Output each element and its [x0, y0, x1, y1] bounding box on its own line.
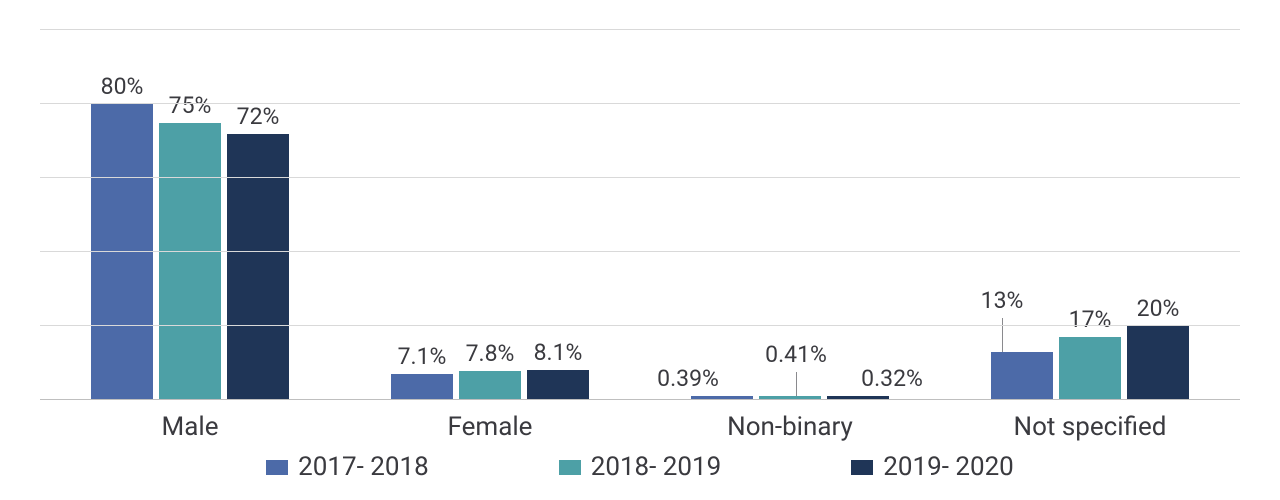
legend-label: 2019- 2020	[883, 452, 1014, 482]
bar-value-label: 80%	[101, 73, 144, 104]
bar: 7.8%	[459, 371, 521, 400]
category-label: Female	[448, 400, 533, 442]
legend-swatch	[559, 460, 581, 475]
bar-value-label: 0.32%	[861, 365, 923, 396]
bar-value-label: 7.1%	[398, 343, 447, 374]
bar-group: 80%75%72%Male	[40, 30, 340, 400]
legend-label: 2018- 2019	[591, 452, 722, 482]
bars: 0.39%0.41%0.32%	[691, 30, 889, 400]
gridline	[40, 177, 1240, 178]
bar-value-label: 75%	[169, 92, 212, 123]
label-leader-line	[1002, 318, 1003, 352]
bars: 7.1%7.8%8.1%	[391, 30, 589, 400]
bars: 13%17%20%	[991, 30, 1189, 400]
bar: 7.1%	[391, 374, 453, 400]
legend-swatch	[851, 460, 873, 475]
bar-value-label: 8.1%	[534, 339, 583, 370]
legend-swatch	[266, 460, 288, 475]
bar: 8.1%	[527, 370, 589, 400]
bar-group: 7.1%7.8%8.1%Female	[340, 30, 640, 400]
bar-groups-container: 80%75%72%Male7.1%7.8%8.1%Female0.39%0.41…	[40, 30, 1240, 400]
bar: 75%	[159, 123, 221, 401]
legend-item: 2017- 2018	[266, 452, 429, 482]
bar-value-label: 7.8%	[466, 340, 515, 371]
bar: 72%	[227, 134, 289, 400]
bar-value-label: 20%	[1137, 295, 1180, 326]
bar-group: 13%17%20%Not specified	[940, 30, 1240, 400]
grouped-bar-chart: 80%75%72%Male7.1%7.8%8.1%Female0.39%0.41…	[0, 0, 1280, 500]
legend-item: 2019- 2020	[851, 452, 1014, 482]
gridline	[40, 251, 1240, 252]
gridline	[40, 29, 1240, 30]
bars: 80%75%72%	[91, 30, 289, 400]
category-label: Not specified	[1014, 400, 1167, 442]
category-label: Non-binary	[727, 400, 853, 442]
bar: 17%	[1059, 337, 1121, 400]
legend: 2017- 2018 2018- 2019 2019- 2020	[0, 452, 1280, 482]
bar-value-label: 17%	[1069, 306, 1112, 337]
gridline	[40, 103, 1240, 104]
bar: 80%	[91, 104, 153, 400]
bar: 20%	[1127, 326, 1189, 400]
legend-item: 2018- 2019	[559, 452, 722, 482]
label-leader-line	[796, 372, 797, 396]
gridline	[40, 325, 1240, 326]
category-label: Male	[162, 400, 219, 442]
bar-value-label: 0.39%	[657, 365, 719, 396]
bar-value-label: 72%	[237, 103, 280, 134]
legend-label: 2017- 2018	[298, 452, 429, 482]
plot-area: 80%75%72%Male7.1%7.8%8.1%Female0.39%0.41…	[40, 30, 1240, 400]
bar: 13%	[991, 352, 1053, 400]
gridline	[40, 399, 1240, 400]
bar-group: 0.39%0.41%0.32%Non-binary	[640, 30, 940, 400]
